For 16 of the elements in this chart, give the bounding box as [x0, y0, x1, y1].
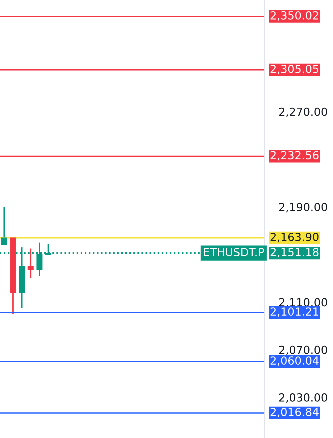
y-tick-label: 2,030.00: [279, 394, 328, 404]
y-tick-label: 2,270.00: [279, 108, 328, 118]
y-tick-label: 2,070.00: [279, 346, 328, 356]
ref-line-label: 2,350.02: [270, 11, 318, 21]
ref-line-label: 2,305.05: [270, 64, 319, 75]
annotation: ETHUSDT.P: [204, 248, 264, 257]
y-tick-label: 2,190.00: [279, 203, 328, 213]
ref-line-label: 2,151.18: [270, 248, 319, 258]
ref-line-label: 2,232.56: [270, 151, 319, 161]
ref-line-label: 2,016.84: [270, 408, 319, 418]
candlestick: [28, 248, 34, 280]
y-tick-label: 2,110.00: [279, 298, 328, 308]
ref-line-label: 2,163.90: [270, 232, 319, 243]
ref-line-label: 2,060.04: [270, 356, 319, 366]
ref-line-label: 2,101.21: [270, 308, 318, 318]
candlestick: [1, 206, 8, 246]
